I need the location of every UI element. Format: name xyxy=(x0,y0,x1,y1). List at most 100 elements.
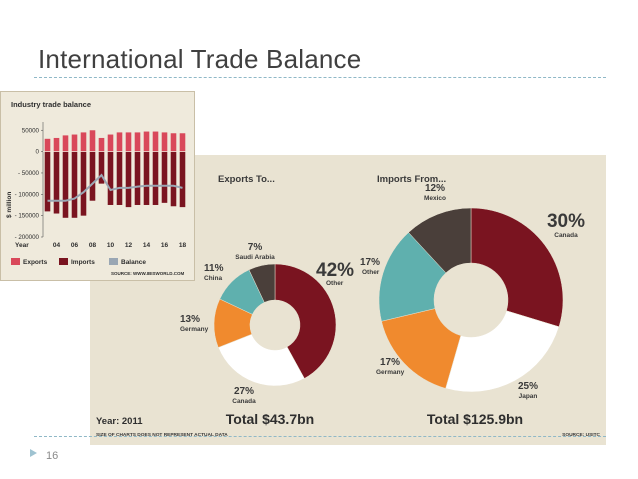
imports-bar xyxy=(62,151,69,218)
legend-exports-label: Exports xyxy=(23,259,48,266)
imports-other-pct: 17% xyxy=(360,257,380,268)
exports-bar xyxy=(107,134,114,152)
x-tick-label: 18 xyxy=(179,242,187,249)
donut-charts-panel: Exports To... Imports From... 7% Saudi A… xyxy=(90,155,606,445)
imports-bar xyxy=(179,151,186,208)
x-tick-label: 08 xyxy=(89,242,97,249)
donut-slice-japan xyxy=(445,310,560,393)
exports-donut xyxy=(213,263,337,387)
y-tick-label: - 150000 xyxy=(15,213,40,220)
exports-canada-pct: 27% xyxy=(234,386,254,397)
legend-balance-swatch xyxy=(109,258,118,265)
donut-slice-canada xyxy=(470,207,564,328)
exports-bar xyxy=(116,132,123,152)
donut-slice-canada xyxy=(217,333,305,387)
donut-slice-germany xyxy=(381,308,462,389)
imports-bar xyxy=(71,151,78,218)
exports-bar xyxy=(62,135,69,152)
y-tick-label: - 200000 xyxy=(15,234,40,241)
exports-china-label: China xyxy=(204,275,222,282)
exports-bar xyxy=(170,133,177,152)
imports-bar xyxy=(161,151,168,203)
ibisworld-source: SOURCE: WWW.IBISWORLD.COM xyxy=(111,271,184,276)
x-tick-label: 06 xyxy=(71,242,79,249)
balance-line xyxy=(47,173,183,202)
imports-bar xyxy=(89,151,96,201)
exports-other-pct: 42% xyxy=(316,260,354,281)
exports-canada-label: Canada xyxy=(232,398,256,405)
title-divider xyxy=(34,77,606,78)
trade-balance-title: Industry trade balance xyxy=(11,100,91,109)
exports-bar xyxy=(53,137,60,152)
exports-chart-title: Exports To... xyxy=(218,174,275,185)
exports-germany-label: Germany xyxy=(180,326,209,333)
imports-bar xyxy=(134,151,141,205)
exports-total: Total $43.7bn xyxy=(226,411,314,427)
exports-germany-pct: 13% xyxy=(180,314,200,325)
year-label: Year: 2011 xyxy=(96,416,143,427)
exports-bar xyxy=(143,131,150,152)
imports-bar xyxy=(53,151,60,214)
exports-bar xyxy=(161,132,168,152)
imports-bar xyxy=(116,151,123,205)
legend-imports-label: Imports xyxy=(71,259,95,266)
imports-bar xyxy=(107,151,114,205)
imports-japan-pct: 25% xyxy=(518,381,538,392)
x-tick-label: 04 xyxy=(53,242,61,249)
exports-bar xyxy=(71,134,78,152)
imports-bar xyxy=(80,151,87,216)
imports-mexico-pct: 12% xyxy=(425,183,445,194)
imports-germany-label: Germany xyxy=(376,369,405,376)
donut-slice-saudi-arabia xyxy=(248,263,276,303)
exports-bar xyxy=(179,133,186,152)
imports-total: Total $125.9bn xyxy=(427,411,523,427)
x-tick-label: 10 xyxy=(107,242,115,249)
imports-other-label: Other xyxy=(362,269,380,276)
y-tick-label: - 100000 xyxy=(15,191,40,198)
exports-other-label: Other xyxy=(326,280,344,287)
size-footnote: SIZE OF CHARTS DOES NOT REPRESENT ACTUAL… xyxy=(96,432,228,438)
exports-bar xyxy=(89,130,96,152)
exports-bar xyxy=(98,137,105,152)
usitc-source: SOURCE: USITC xyxy=(562,432,600,438)
exports-bar xyxy=(152,131,159,152)
donut-slice-mexico xyxy=(408,207,472,274)
x-tick-label: 16 xyxy=(161,242,169,249)
legend-balance-label: Balance xyxy=(121,259,146,266)
imports-mexico-label: Mexico xyxy=(424,195,446,202)
exports-bar xyxy=(44,138,51,152)
imports-bar xyxy=(98,151,105,184)
legend-imports-swatch xyxy=(59,258,68,265)
imports-chart-title: Imports From... xyxy=(377,174,446,185)
exports-saudi-label: Saudi Arabia xyxy=(235,254,275,261)
trade-balance-svg: Industry trade balance $ million Year 50… xyxy=(6,100,187,276)
imports-canada-label: Canada xyxy=(554,232,578,239)
imports-bar xyxy=(44,151,51,212)
imports-bar xyxy=(125,151,132,208)
donut-slice-other xyxy=(274,263,337,379)
donut-charts-svg: Exports To... Imports From... 7% Saudi A… xyxy=(96,174,601,438)
imports-canada-pct: 30% xyxy=(547,211,585,232)
exports-saudi-pct: 7% xyxy=(248,242,263,253)
imports-bar xyxy=(143,151,150,205)
trade-balance-xlabel: Year xyxy=(15,242,29,249)
exports-bar xyxy=(125,132,132,152)
imports-bar xyxy=(170,151,177,207)
y-tick-label: 0 xyxy=(36,149,40,156)
trade-balance-legend: Exports Imports Balance xyxy=(11,258,146,266)
imports-germany-pct: 17% xyxy=(380,357,400,368)
x-tick-label: 12 xyxy=(125,242,133,249)
page-number: 16 xyxy=(46,450,59,462)
trade-balance-panel: Industry trade balance $ million Year 50… xyxy=(0,91,195,281)
footer-triangle-icon xyxy=(30,449,37,457)
trade-balance-plot: 50000 0 - 50000 - 100000 - 150000 - 200000 04 0… xyxy=(15,122,187,249)
trade-balance-ylabel: $ million xyxy=(6,192,13,218)
imports-bar xyxy=(152,151,159,205)
y-tick-label: 50000 xyxy=(22,127,40,134)
y-tick-label: - 50000 xyxy=(18,170,40,177)
exports-bar xyxy=(80,132,87,152)
footer-divider xyxy=(34,436,606,437)
imports-donut xyxy=(378,207,564,393)
exports-china-pct: 11% xyxy=(204,263,224,274)
legend-exports-swatch xyxy=(11,258,20,265)
